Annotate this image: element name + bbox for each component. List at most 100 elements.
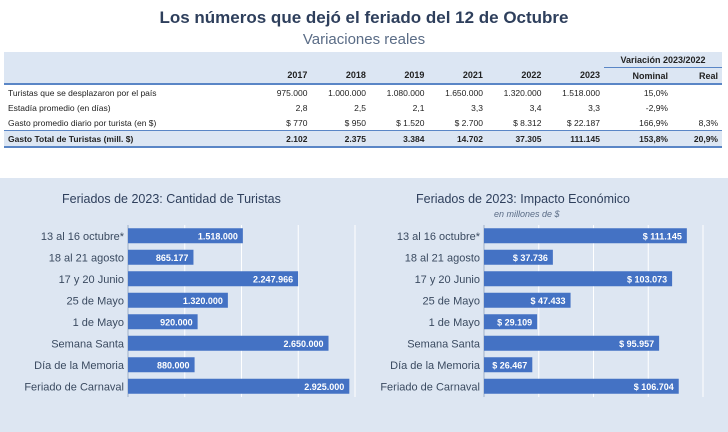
row-label: Estadía promedio (en días) [8, 102, 111, 113]
category-label: 17 y 20 Junio [59, 274, 124, 286]
bar [128, 292, 228, 308]
bar [484, 292, 571, 308]
row-label: Turistas que se desplazaron por el país [8, 87, 157, 98]
chart-title-tourists: Feriados de 2023: Cantidad de Turistas [62, 192, 281, 206]
table-row: Turistas que se desplazaron por el país … [4, 84, 722, 100]
category-label: 25 de Mayo [423, 295, 480, 307]
table-row: Estadía promedio (en días) 2,8 2,5 2,1 3… [4, 100, 722, 115]
table-cell: 1.080.000 [386, 87, 425, 98]
data-label: $ 37.736 [513, 253, 548, 263]
variation-header: Variación 2023/2022 [604, 52, 722, 68]
bar [484, 271, 673, 287]
bar [484, 357, 533, 373]
header-blank [262, 52, 604, 68]
row-label: Gasto promedio diario por turista (en $) [8, 117, 157, 128]
table-cell: 2,1 [412, 102, 425, 113]
table-total-row: Gasto Total de Turistas (mill. $) 2.102 … [4, 130, 722, 148]
bar [484, 249, 553, 265]
nominal-cell: 15,0% [643, 87, 668, 98]
real-cell: 8,3% [698, 117, 718, 128]
table-cell: 111.145 [545, 130, 604, 148]
data-label: $ 103.073 [627, 274, 667, 284]
category-label: 17 y 20 Junio [415, 274, 480, 286]
data-label: 2.247.966 [253, 274, 293, 284]
category-label: 1 de Mayo [73, 317, 124, 329]
table-cell: 37.305 [486, 130, 546, 148]
real-cell [672, 84, 722, 100]
year-header: 2017 [262, 67, 312, 85]
bar [484, 228, 687, 244]
data-label: $ 111.145 [643, 231, 682, 241]
data-label: 2.925.000 [304, 382, 344, 392]
table-cell: 975.000 [276, 87, 308, 98]
header-blank [4, 67, 262, 85]
chart-title-economic: Feriados de 2023: Impacto Económico [416, 192, 631, 206]
data-label: $ 95.957 [619, 339, 654, 349]
category-label: 18 al 21 agosto [405, 252, 480, 264]
table-cell: 3.384 [369, 130, 429, 148]
year-header: 2021 [428, 67, 487, 85]
year-header: 2023 [545, 67, 604, 85]
table-cell: 2,8 [295, 102, 308, 113]
data-label: 1.320.000 [183, 296, 223, 306]
row-label: Gasto Total de Turistas (mill. $) [4, 130, 262, 148]
data-label: 920.000 [160, 317, 193, 327]
bar [128, 357, 195, 373]
nominal-header: Nominal [604, 67, 672, 85]
table-cell: 1.320.000 [503, 87, 542, 98]
table-cell: 1.000.000 [328, 87, 366, 98]
bar [128, 249, 194, 265]
data-label: $ 106.704 [634, 382, 674, 392]
table-cell: $ 950 [344, 117, 366, 128]
category-label: Semana Santa [407, 338, 481, 350]
data-label: $ 29.109 [497, 317, 532, 327]
category-label: 25 de Mayo [67, 295, 124, 307]
bar [128, 271, 299, 287]
page-subtitle: Variaciones reales [302, 31, 426, 48]
real-cell: 20,9% [672, 130, 722, 148]
category-label: Día de la Memoria [390, 360, 481, 372]
real-header: Real [672, 67, 722, 85]
category-label: 18 al 21 agosto [49, 252, 124, 264]
category-label: Día de la Memoria [34, 360, 125, 372]
charts-panel: Feriados de 2023: Cantidad de Turistas F… [0, 178, 728, 432]
data-label: $ 47.433 [531, 296, 566, 306]
data-label: 2.650.000 [283, 339, 323, 349]
category-label: 13 al 16 octubre* [397, 231, 481, 243]
table-cell: 1.650.000 [445, 87, 483, 98]
bar [484, 335, 660, 351]
chart-tourists: 13 al 16 octubre* 1.518.000 18 al 21 agost… [24, 225, 356, 397]
bar [128, 378, 350, 394]
year-header: 2019 [369, 67, 429, 85]
nominal-cell: 166,9% [639, 117, 668, 128]
year-header: 2018 [311, 67, 370, 85]
table-header-row: Variación 2023/2022 [4, 52, 722, 68]
table-cell: $ 1.520 [396, 117, 425, 128]
data-label: 1.518.000 [198, 231, 238, 241]
table-row: Gasto promedio diario por turista (en $)… [4, 115, 722, 131]
bar [128, 335, 329, 351]
year-header: 2022 [486, 67, 546, 85]
category-label: Semana Santa [51, 338, 125, 350]
bar [484, 378, 679, 394]
category-label: Feriado de Carnaval [24, 381, 124, 393]
table-header-row: 2017 2018 2019 2021 2022 2023 Nominal Re… [4, 67, 722, 85]
table-cell: 2.375 [311, 130, 370, 148]
table-cell: $ 770 [286, 117, 308, 128]
table-cell: $ 22.187 [566, 117, 600, 128]
table-cell: 3,3 [471, 102, 483, 113]
category-label: Feriado de Carnaval [380, 381, 480, 393]
data-label: $ 26.467 [492, 360, 527, 370]
table-cell: 3,4 [529, 102, 542, 113]
table-cell: $ 2.700 [454, 117, 483, 128]
table-cell: 2,5 [354, 102, 366, 113]
summary-table: Variación 2023/2022 2017 2018 2019 2021 … [4, 52, 722, 148]
table-cell: 1.518.000 [562, 87, 600, 98]
data-label: 880.000 [157, 360, 190, 370]
nominal-cell: 153,8% [604, 130, 672, 148]
table-cell: 2.102 [262, 130, 312, 148]
category-label: 1 de Mayo [429, 317, 480, 329]
table-cell: 3,3 [588, 102, 600, 113]
chart-unit-label: en millones de $ [494, 209, 560, 219]
data-label: 865.177 [156, 253, 189, 263]
